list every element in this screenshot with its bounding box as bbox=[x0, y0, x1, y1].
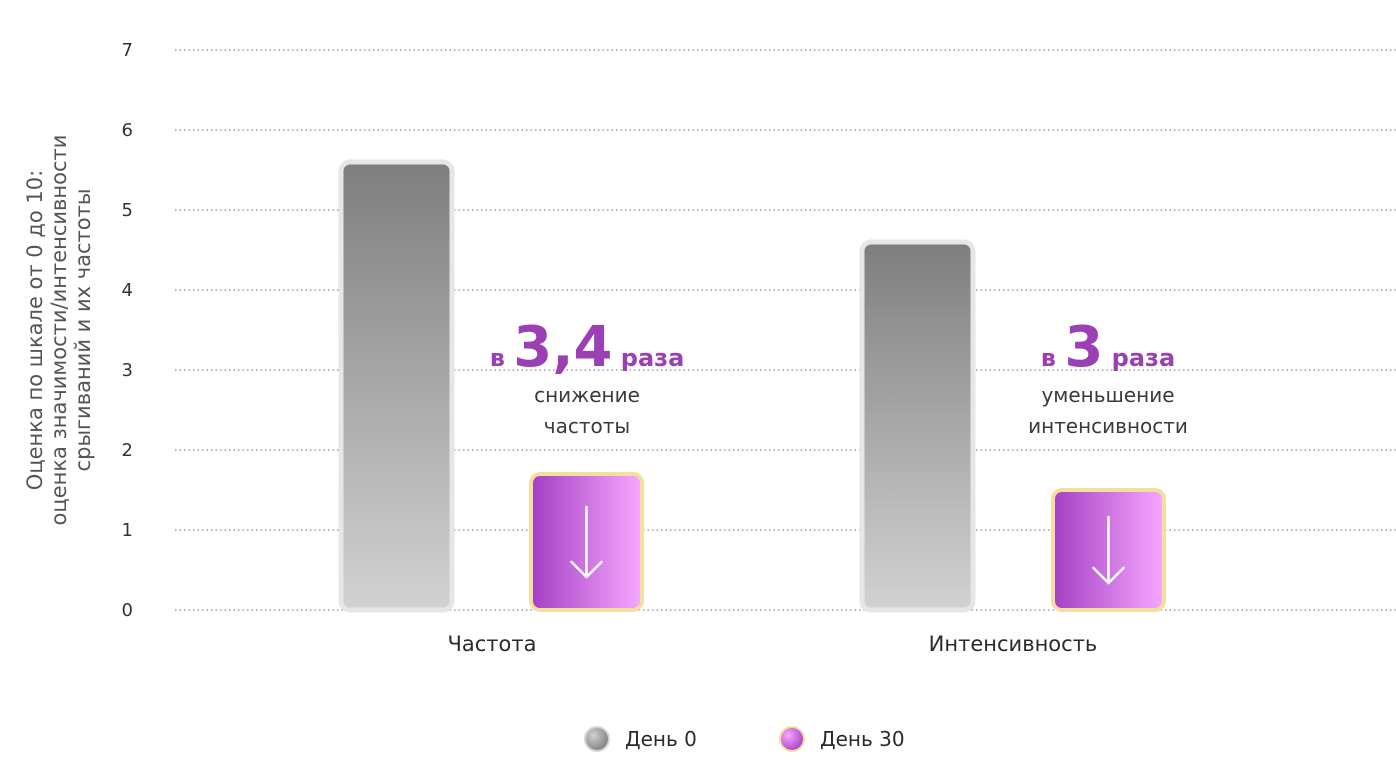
reduction-description: снижение bbox=[534, 383, 640, 407]
ratio-value: 3 bbox=[1064, 315, 1103, 380]
ratio-prefix: в bbox=[490, 344, 505, 372]
arrow-down-icon bbox=[1092, 515, 1125, 585]
y-tick-label: 2 bbox=[122, 440, 133, 461]
arrow-down-icon bbox=[570, 505, 603, 579]
reduction-description: уменьшение bbox=[1041, 383, 1174, 407]
y-tick-label: 4 bbox=[122, 280, 133, 301]
y-tick-label: 5 bbox=[122, 200, 133, 221]
bar-day0 bbox=[859, 239, 976, 613]
y-axis-title: Оценка по шкале от 0 до 10:оценка значим… bbox=[23, 135, 95, 526]
legend-label: День 30 bbox=[820, 727, 905, 751]
legend-swatch-day0 bbox=[584, 726, 610, 752]
bars-layer bbox=[338, 159, 1166, 613]
y-tick-label: 6 bbox=[122, 120, 133, 141]
y-axis-title-line: срыгиваний и их частоты bbox=[71, 189, 95, 472]
y-tick-label: 0 bbox=[122, 600, 133, 621]
ratio-space bbox=[612, 344, 620, 372]
y-tick-label: 3 bbox=[122, 360, 133, 381]
labels-layer: Частота Интенсивность bbox=[448, 632, 1098, 656]
y-tick-label: 7 bbox=[122, 40, 133, 61]
arrow-down-icon-head bbox=[570, 560, 603, 579]
y-tick-label: 1 bbox=[122, 520, 133, 541]
ratio-value: 3,4 bbox=[513, 315, 612, 380]
bar-day0 bbox=[338, 159, 455, 613]
ratio-suffix: раза bbox=[621, 344, 685, 372]
y-axis-title-line: Оценка по шкале от 0 до 10: bbox=[23, 170, 47, 490]
annotation-layer: в 3,4 раза снижение частоты в 3 раза уменьше… bbox=[490, 315, 1188, 438]
ratio-space bbox=[1056, 344, 1064, 372]
legend-label: День 0 bbox=[625, 727, 697, 751]
reduction-description: интенсивности bbox=[1028, 414, 1188, 438]
reduction-ratio-label: в 3,4 раза bbox=[490, 315, 685, 380]
reduction-ratio-label: в 3 раза bbox=[1041, 315, 1175, 380]
x-category-label: Интенсивность bbox=[929, 632, 1098, 656]
legend-swatch-day30 bbox=[779, 726, 805, 752]
ratio-space bbox=[1103, 344, 1111, 372]
y-axis-title-line: оценка значимости/интенсивности bbox=[47, 135, 71, 526]
ratio-suffix: раза bbox=[1112, 344, 1176, 372]
reduction-description: частоты bbox=[544, 414, 630, 438]
arrow-down-icon-head bbox=[1092, 566, 1125, 585]
legend: День 0 День 30 bbox=[584, 726, 905, 752]
grid-layer: 0 1 2 3 4 5 6 7 Оценка по шкале от 0 до 10:оценк… bbox=[23, 40, 1396, 621]
ratio-prefix: в bbox=[1041, 344, 1056, 372]
x-category-label: Частота bbox=[448, 632, 537, 656]
ratio-space bbox=[505, 344, 513, 372]
